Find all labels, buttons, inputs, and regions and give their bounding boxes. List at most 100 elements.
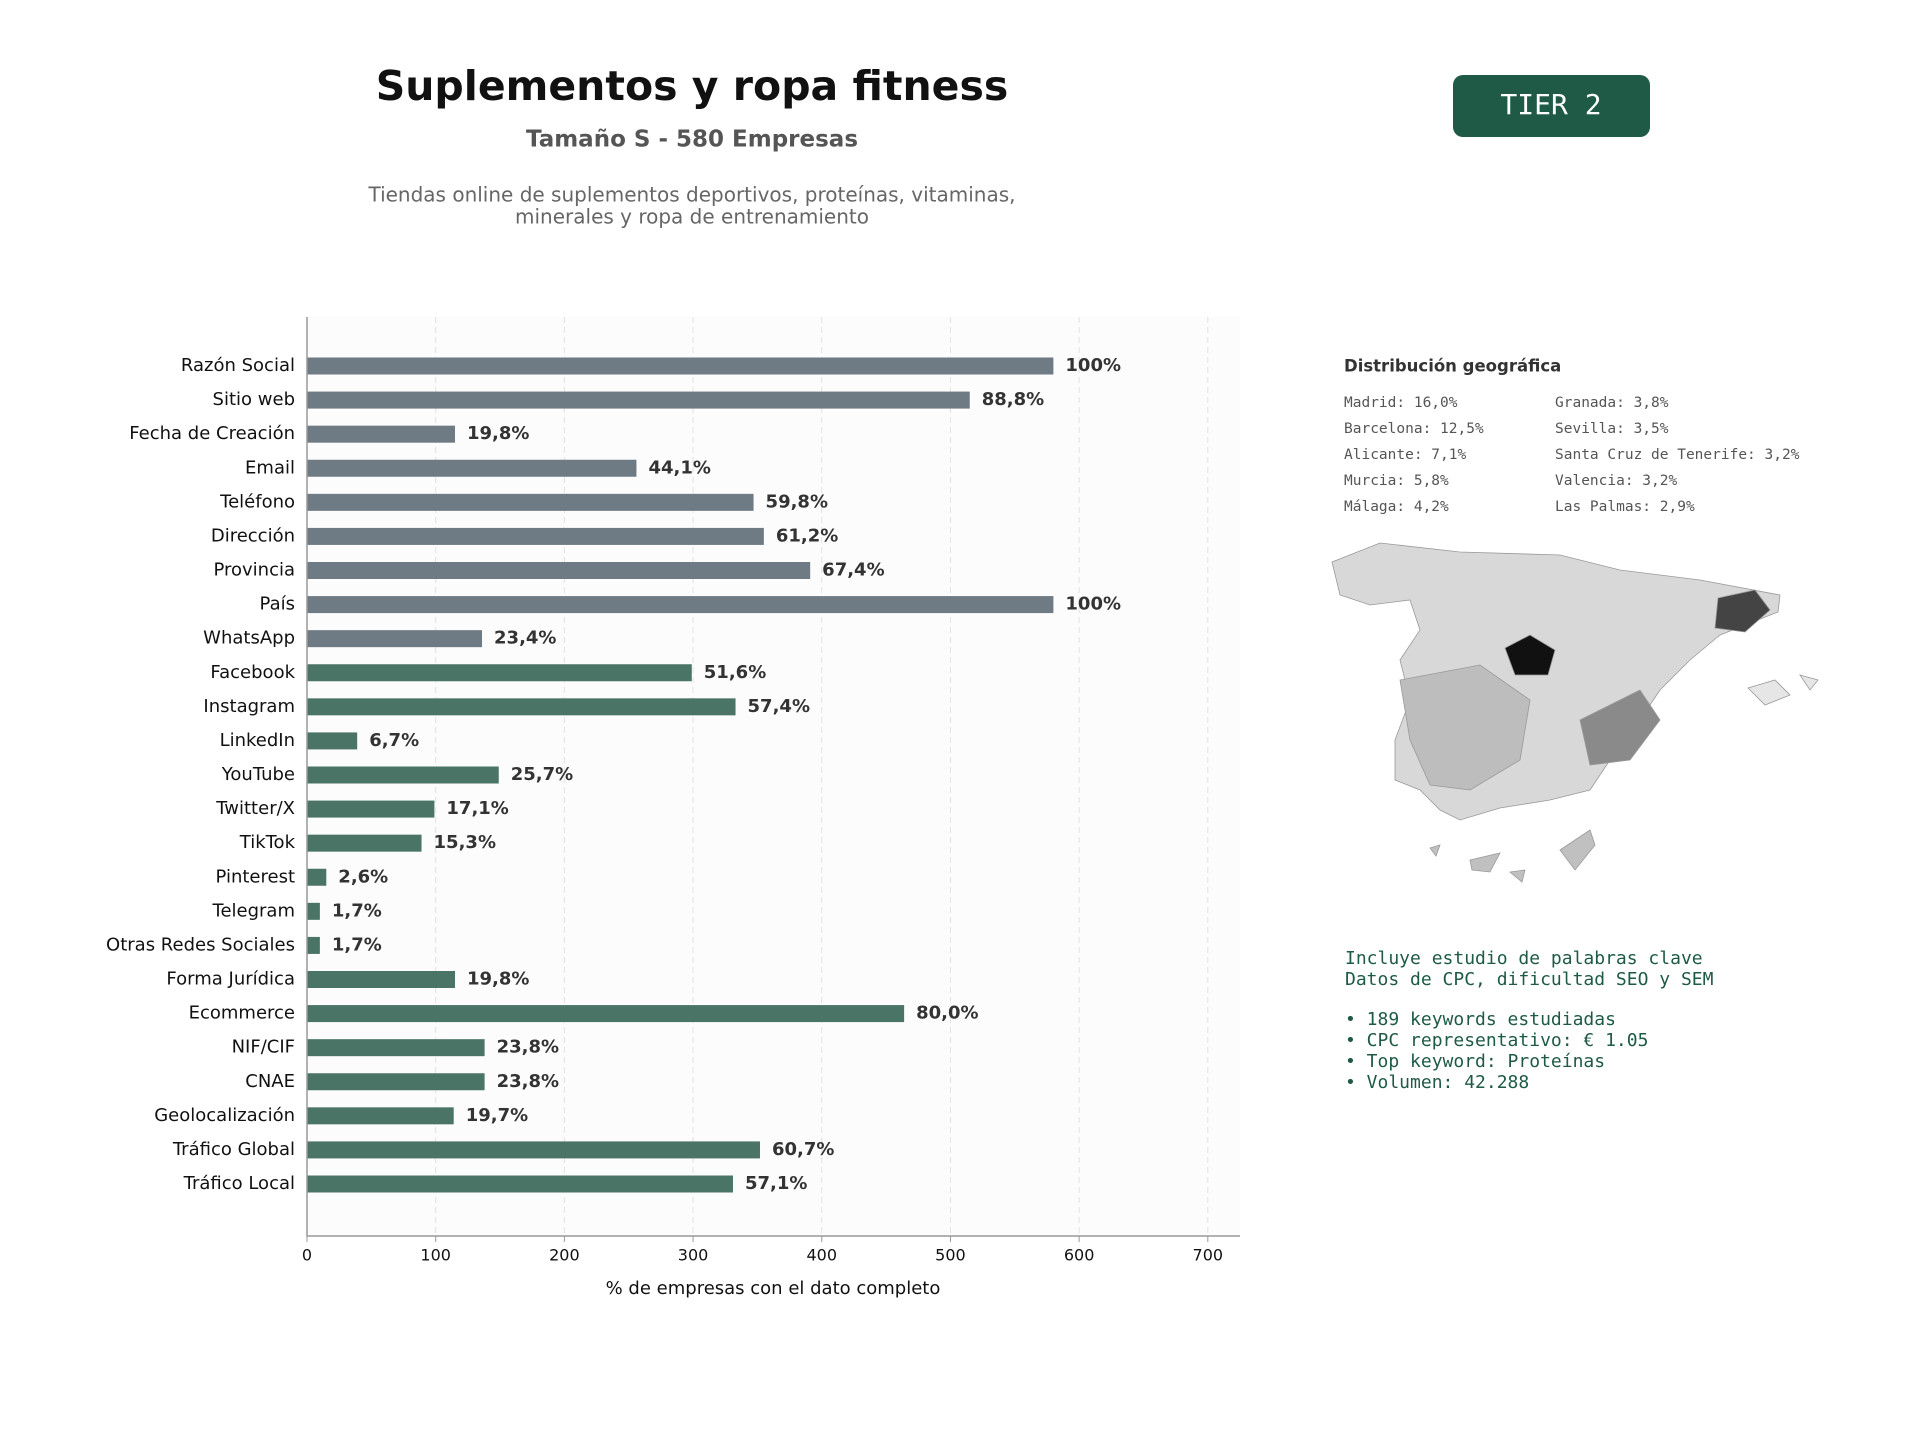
- value-label: 67,4%: [822, 560, 884, 581]
- geo-item: Barcelona: 12,5%: [1344, 421, 1484, 437]
- geo-item: Santa Cruz de Tenerife: 3,2%: [1555, 447, 1800, 463]
- y-tick-label: Email: [245, 457, 295, 478]
- x-tick-label: 0: [302, 1246, 312, 1265]
- bar: [307, 698, 736, 716]
- value-label: 100%: [1065, 355, 1121, 376]
- bar: [307, 493, 754, 511]
- value-label: 19,8%: [467, 969, 529, 990]
- y-tick-label: Provincia: [213, 560, 295, 581]
- value-label: 15,3%: [434, 832, 496, 853]
- bar: [307, 630, 483, 648]
- value-label: 23,4%: [494, 628, 556, 649]
- map-canarias: [1429, 829, 1596, 883]
- x-tick-label: 400: [806, 1246, 837, 1265]
- value-label: 51,6%: [704, 662, 766, 683]
- y-tick-label: Facebook: [210, 662, 295, 683]
- value-label: 57,1%: [745, 1173, 807, 1194]
- x-tick-label: 500: [935, 1246, 966, 1265]
- map-barcelona: [1714, 589, 1771, 633]
- y-tick-label: Ecommerce: [189, 1003, 295, 1024]
- bar: [307, 459, 637, 477]
- y-tick-label: Fecha de Creación: [129, 423, 295, 444]
- value-label: 6,7%: [369, 730, 419, 751]
- keywords-bullet: • 189 keywords estudiadas: [1345, 1009, 1616, 1030]
- value-label: 19,7%: [466, 1105, 528, 1126]
- value-label: 23,8%: [497, 1037, 559, 1058]
- bar: [307, 596, 1054, 614]
- bar: [307, 766, 499, 784]
- y-tick-label: YouTube: [221, 764, 295, 785]
- bar: [307, 800, 435, 818]
- value-label: 19,8%: [467, 423, 529, 444]
- y-tick-label: LinkedIn: [220, 730, 295, 751]
- value-label: 59,8%: [766, 491, 828, 512]
- bar: [307, 732, 358, 750]
- value-label: 88,8%: [982, 389, 1044, 410]
- y-tick-label: Sitio web: [213, 389, 295, 410]
- map-region: [1399, 664, 1531, 791]
- bar: [307, 868, 327, 886]
- keywords-bullet: • Volumen: 42.288: [1345, 1072, 1529, 1093]
- y-tick-label: Tráfico Global: [172, 1139, 295, 1160]
- bar: [307, 1175, 733, 1193]
- value-label: 1,7%: [332, 900, 382, 921]
- y-tick-label: WhatsApp: [203, 628, 295, 649]
- map-madrid: [1504, 634, 1556, 676]
- description: Tiendas online de suplementos deportivos…: [367, 183, 1015, 207]
- bar: [307, 391, 970, 409]
- value-label: 23,8%: [497, 1071, 559, 1092]
- bar: [307, 1039, 485, 1057]
- title: Suplementos y ropa fitness: [376, 62, 1009, 110]
- bar: [307, 664, 692, 682]
- bar: [307, 357, 1054, 375]
- y-tick-label: NIF/CIF: [232, 1037, 295, 1058]
- bar: [307, 562, 811, 579]
- x-tick-label: 700: [1193, 1246, 1224, 1265]
- keywords-bullet: • CPC representativo: € 1.05: [1345, 1030, 1648, 1051]
- bar: [307, 1141, 760, 1159]
- y-tick-label: País: [260, 594, 295, 615]
- bar: [307, 971, 455, 988]
- value-label: 2,6%: [338, 866, 388, 887]
- y-tick-label: Telegram: [212, 900, 295, 921]
- geo-title: Distribución geográfica: [1344, 357, 1561, 376]
- x-axis-label: % de empresas con el dato completo: [606, 1278, 941, 1299]
- keywords-line: Datos de CPC, dificultad SEO y SEM: [1345, 969, 1714, 990]
- y-tick-label: TikTok: [239, 832, 296, 853]
- y-tick-label: Geolocalización: [154, 1105, 295, 1126]
- description: minerales y ropa de entrenamiento: [515, 205, 869, 229]
- y-tick-label: CNAE: [245, 1071, 295, 1092]
- map-region: [1579, 689, 1661, 766]
- map: [1331, 542, 1819, 883]
- geo-item: Málaga: 4,2%: [1344, 499, 1449, 515]
- geo-item: Murcia: 5,8%: [1344, 473, 1449, 489]
- y-tick-label: Teléfono: [219, 491, 295, 512]
- y-tick-label: Pinterest: [215, 866, 295, 887]
- y-tick-label: Razón Social: [181, 355, 295, 376]
- value-label: 80,0%: [916, 1003, 978, 1024]
- geo-item: Granada: 3,8%: [1555, 395, 1669, 411]
- y-tick-label: Otras Redes Sociales: [106, 934, 295, 955]
- bar: [307, 936, 320, 954]
- y-tick-label: Tráfico Local: [183, 1173, 295, 1194]
- keywords-bullet: • Top keyword: Proteínas: [1345, 1051, 1605, 1072]
- y-tick-label: Twitter/X: [215, 798, 295, 819]
- bar: [307, 527, 764, 545]
- x-tick-label: 200: [549, 1246, 580, 1265]
- geo-item: Valencia: 3,2%: [1555, 473, 1677, 489]
- map-islands: [1747, 674, 1819, 706]
- value-label: 1,7%: [332, 934, 382, 955]
- bar: [307, 1005, 905, 1023]
- badge: TIER 2: [1500, 88, 1601, 121]
- geo-item: Alicante: 7,1%: [1344, 447, 1466, 463]
- value-label: 60,7%: [772, 1139, 834, 1160]
- value-label: 57,4%: [748, 696, 810, 717]
- value-label: 44,1%: [648, 457, 710, 478]
- x-tick-label: 300: [678, 1246, 709, 1265]
- value-label: 61,2%: [776, 525, 838, 546]
- bar: [307, 834, 422, 852]
- value-label: 25,7%: [511, 764, 573, 785]
- y-tick-label: Dirección: [211, 525, 295, 546]
- bar: [307, 1073, 485, 1091]
